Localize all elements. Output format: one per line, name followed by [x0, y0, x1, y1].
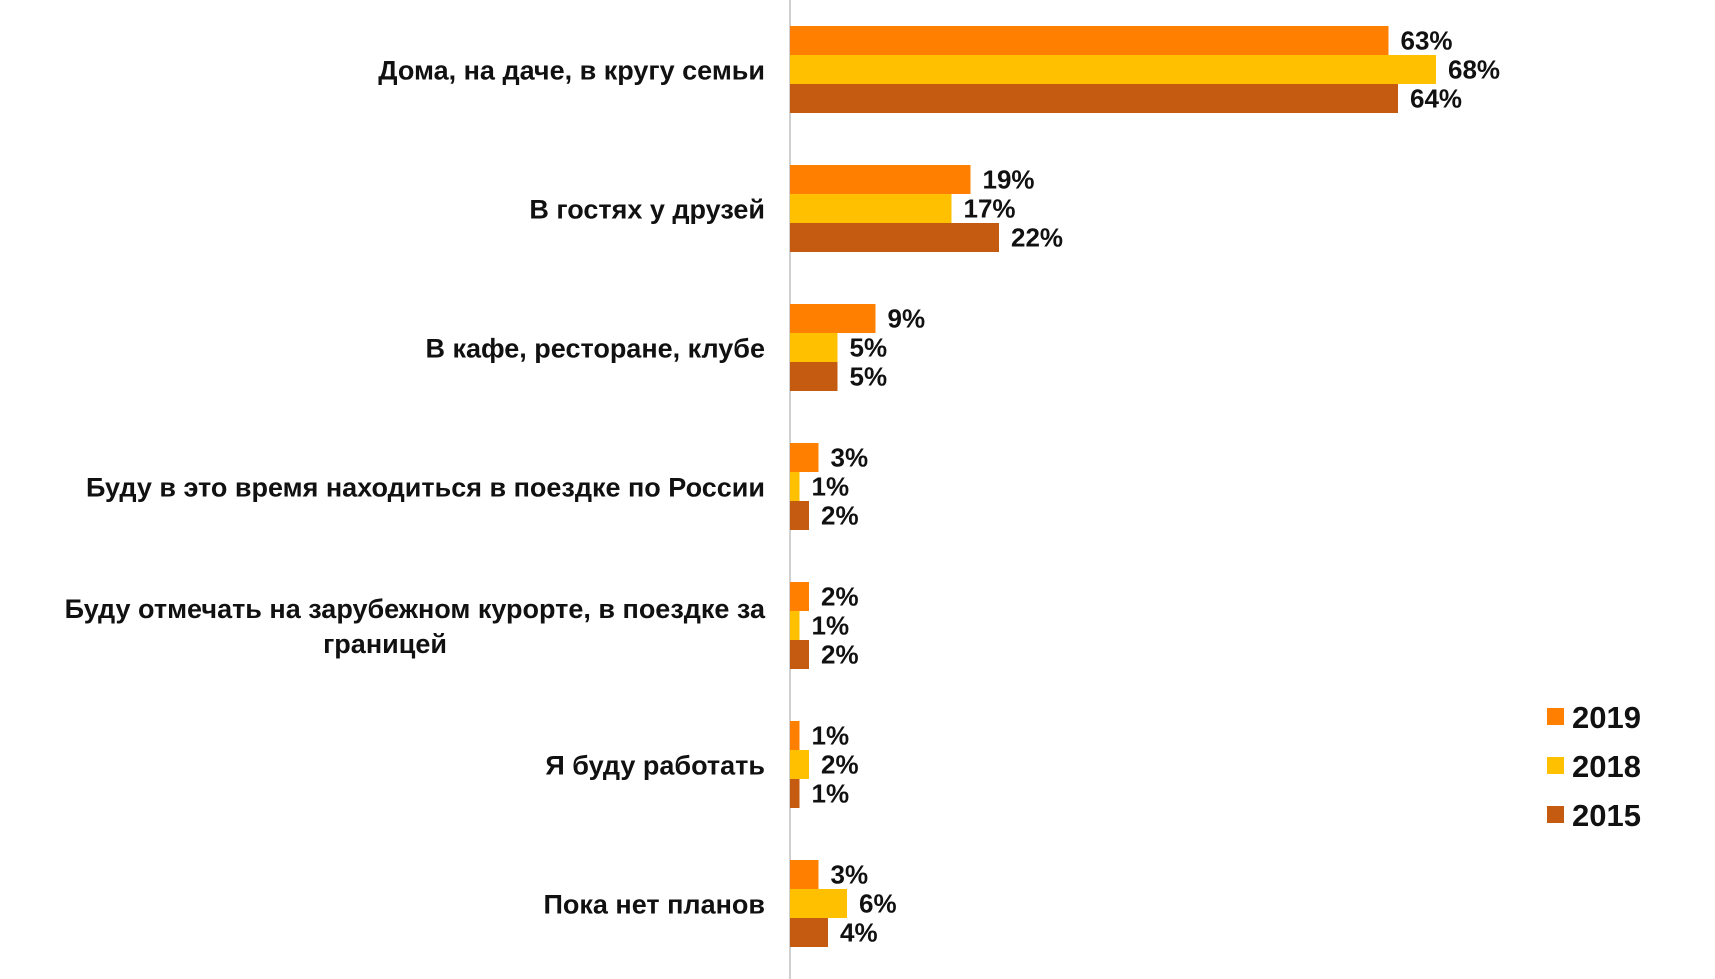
- legend-swatch-2018: [1547, 757, 1564, 774]
- bar-2018: [790, 194, 952, 223]
- data-label-2015: 1%: [812, 779, 850, 809]
- data-label-2018: 68%: [1448, 55, 1500, 85]
- data-label-2019: 9%: [888, 304, 926, 334]
- bar-2019: [790, 26, 1389, 55]
- bar-2018: [790, 611, 800, 640]
- data-label-2019: 19%: [983, 165, 1035, 195]
- data-label-2015: 5%: [850, 362, 888, 392]
- data-label-2018: 1%: [812, 611, 850, 641]
- bar-2019: [790, 860, 819, 889]
- category-label: Буду в это время находиться в поездке по…: [86, 473, 765, 503]
- legend-label: 2018: [1572, 749, 1641, 784]
- bar-2018: [790, 472, 800, 501]
- data-label-2019: 1%: [812, 721, 850, 751]
- legend-label: 2015: [1572, 798, 1641, 833]
- data-label-2018: 5%: [850, 333, 888, 363]
- category-label: Пока нет планов: [544, 890, 766, 920]
- data-label-2018: 2%: [821, 750, 859, 780]
- bar-2015: [790, 362, 838, 391]
- legend-label: 2019: [1572, 700, 1641, 735]
- data-label-2015: 64%: [1410, 84, 1462, 114]
- data-label-2015: 2%: [821, 640, 859, 670]
- bar-2019: [790, 443, 819, 472]
- bar-2019: [790, 721, 800, 750]
- data-label-2019: 3%: [831, 443, 869, 473]
- bar-2019: [790, 304, 876, 333]
- bar-2019: [790, 582, 809, 611]
- bar-2018: [790, 333, 838, 362]
- data-label-2015: 4%: [840, 918, 878, 948]
- bar-2015: [790, 640, 809, 669]
- data-label-2015: 2%: [821, 501, 859, 531]
- bar-2019: [790, 165, 971, 194]
- data-label-2019: 2%: [821, 582, 859, 612]
- legend-swatch-2019: [1547, 708, 1564, 725]
- bar-2015: [790, 779, 800, 808]
- bar-2015: [790, 84, 1398, 113]
- bar-2018: [790, 889, 847, 918]
- data-label-2018: 17%: [964, 194, 1016, 224]
- data-label-2018: 1%: [812, 472, 850, 502]
- category-label: В кафе, ресторане, клубе: [425, 334, 765, 364]
- category-label: Я буду работать: [545, 751, 765, 781]
- bar-2015: [790, 918, 828, 947]
- bar-2018: [790, 750, 809, 779]
- category-label: Дома, на даче, в кругу семьи: [378, 56, 765, 86]
- data-label-2018: 6%: [859, 889, 897, 919]
- data-label-2015: 22%: [1011, 223, 1063, 253]
- category-label: В гостях у друзей: [529, 195, 765, 225]
- bar-2018: [790, 55, 1436, 84]
- data-label-2019: 63%: [1401, 26, 1453, 56]
- category-label: Буду отмечать на зарубежном курорте, в п…: [65, 594, 766, 624]
- bar-2015: [790, 223, 999, 252]
- data-label-2019: 3%: [831, 860, 869, 890]
- legend-swatch-2015: [1547, 806, 1564, 823]
- bar-2015: [790, 501, 809, 530]
- category-label: границей: [323, 629, 447, 659]
